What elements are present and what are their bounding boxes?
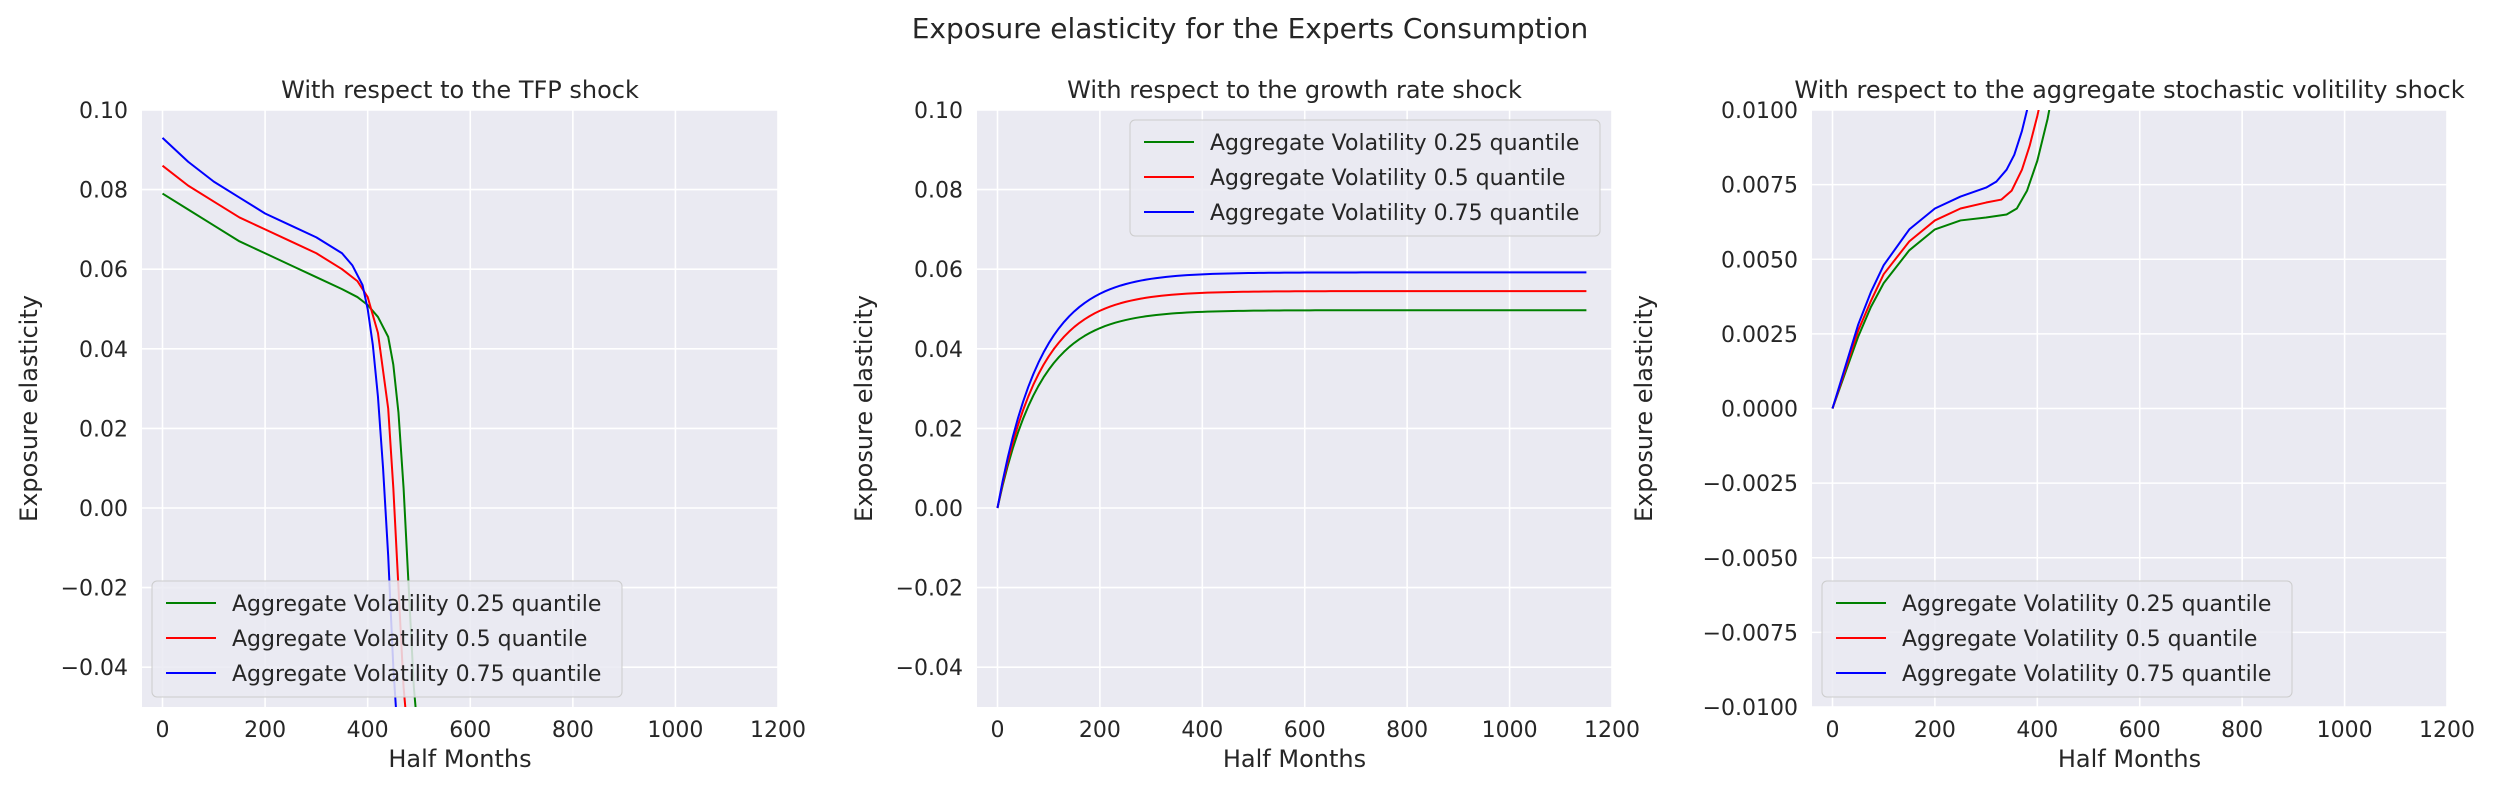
subplot-title: With respect to the TFP shock [281, 76, 639, 104]
legend-label: Aggregate Volatility 0.25 quantile [1902, 592, 2271, 617]
y-tick-label: 0.0050 [1721, 248, 1798, 273]
legend: Aggregate Volatility 0.25 quantile Aggreg… [1129, 119, 1601, 237]
x-tick-label: 200 [1079, 718, 1121, 743]
y-tick-label: −0.0050 [1703, 547, 1798, 572]
figure-title: Exposure elasticity for the Experts Cons… [912, 12, 1589, 45]
x-tick-label: 1000 [647, 718, 703, 743]
y-axis-label: Exposure elasticity [1630, 295, 1658, 522]
x-tick-label: 200 [1914, 718, 1956, 743]
subplot-title: With respect to the growth rate shock [1067, 76, 1522, 104]
y-tick-label: 0.06 [79, 258, 128, 283]
x-tick-label: 600 [449, 718, 491, 743]
series-line-3 [1831, 110, 2029, 409]
y-tick-label: −0.02 [896, 577, 963, 602]
series-lines [1831, 110, 2051, 409]
subplots: 0 200 400 600 800 1000 1200 −0.04 −0.02 0.00 0.02 0… [15, 76, 2475, 773]
x-tick-label: 600 [2119, 718, 2161, 743]
y-tick-label: 0.0075 [1721, 174, 1798, 199]
y-tick-label: 0.04 [914, 338, 963, 363]
x-axis-label: Half Months [1223, 745, 1366, 773]
series-line-1 [996, 309, 1587, 509]
x-tick-label: 600 [1284, 718, 1326, 743]
series-line-3 [161, 137, 397, 707]
subplot-2: 0 200 400 600 800 1000 1200 −0.04 −0.02 0.00 0.02 0… [850, 76, 1640, 773]
legend-label: Aggregate Volatility 0.5 quantile [1210, 166, 1565, 191]
y-tick-label: 0.0000 [1721, 398, 1798, 423]
y-tick-label: 0.0025 [1721, 323, 1798, 348]
x-tick-label: 1000 [1482, 718, 1538, 743]
x-tick-label: 1000 [2317, 718, 2373, 743]
y-tick-label: 0.00 [79, 497, 128, 522]
y-tick-label: −0.0100 [1703, 696, 1798, 721]
y-axis-label: Exposure elasticity [15, 295, 43, 522]
y-tick-label: −0.04 [896, 656, 963, 681]
series-line-1 [161, 192, 417, 707]
legend-label: Aggregate Volatility 0.25 quantile [1210, 131, 1579, 156]
x-axis-label: Half Months [2058, 745, 2201, 773]
y-tick-label: −0.02 [61, 577, 128, 602]
x-tick-label: 1200 [750, 718, 806, 743]
legend-box [1821, 580, 2293, 698]
y-tick-label: 0.00 [914, 497, 963, 522]
x-tick-label: 0 [1825, 718, 1839, 743]
legend-label: Aggregate Volatility 0.75 quantile [1210, 201, 1579, 226]
y-tick-label: 0.10 [914, 99, 963, 124]
x-axis-label: Half Months [388, 745, 531, 773]
x-tick-label: 800 [552, 718, 594, 743]
y-tick-label: −0.0075 [1703, 621, 1798, 646]
legend: Aggregate Volatility 0.25 quantile Aggreg… [151, 580, 623, 698]
y-tick-label: 0.0100 [1721, 99, 1798, 124]
x-tick-label: 0 [156, 718, 170, 743]
x-tick-label: 0 [990, 718, 1004, 743]
x-tick-label: 800 [2221, 718, 2263, 743]
legend-label: Aggregate Volatility 0.75 quantile [1902, 662, 2271, 687]
y-tick-label: 0.06 [914, 258, 963, 283]
series-lines [161, 137, 417, 707]
legend-box [1129, 119, 1601, 237]
y-tick-label: 0.04 [79, 338, 128, 363]
legend-label: Aggregate Volatility 0.25 quantile [232, 592, 601, 617]
series-line-2 [1831, 110, 2040, 409]
y-tick-label: 0.10 [79, 99, 128, 124]
series-line-1 [1831, 110, 2051, 409]
x-tick-label: 1200 [1584, 718, 1640, 743]
series-lines [996, 271, 1587, 509]
legend-label: Aggregate Volatility 0.5 quantile [1902, 627, 2257, 652]
legend-label: Aggregate Volatility 0.5 quantile [232, 627, 587, 652]
y-tick-label: 0.08 [79, 179, 128, 204]
y-tick-label: −0.0025 [1703, 472, 1798, 497]
subplot-1: 0 200 400 600 800 1000 1200 −0.04 −0.02 0.00 0.02 0… [15, 76, 806, 773]
y-tick-label: 0.08 [914, 179, 963, 204]
legend-label: Aggregate Volatility 0.75 quantile [232, 662, 601, 687]
x-tick-label: 400 [1181, 718, 1223, 743]
series-line-2 [996, 290, 1587, 509]
x-tick-label: 800 [1386, 718, 1428, 743]
series-line-2 [161, 164, 407, 707]
y-tick-label: −0.04 [61, 656, 128, 681]
y-tick-label: 0.02 [914, 417, 963, 442]
series-line-3 [996, 271, 1587, 509]
subplot-3: 0 200 400 600 800 1000 1200 −0.0100 −0.0075 −0.00… [1630, 76, 2475, 773]
x-tick-label: 400 [2016, 718, 2058, 743]
legend: Aggregate Volatility 0.25 quantile Aggreg… [1821, 580, 2293, 698]
x-tick-label: 200 [244, 718, 286, 743]
y-tick-label: 0.02 [79, 417, 128, 442]
x-tick-label: 1200 [2419, 718, 2475, 743]
y-axis-label: Exposure elasticity [850, 295, 878, 522]
legend-box [151, 580, 623, 698]
subplot-title: With respect to the aggregate stochastic… [1794, 76, 2464, 104]
x-tick-label: 400 [347, 718, 389, 743]
